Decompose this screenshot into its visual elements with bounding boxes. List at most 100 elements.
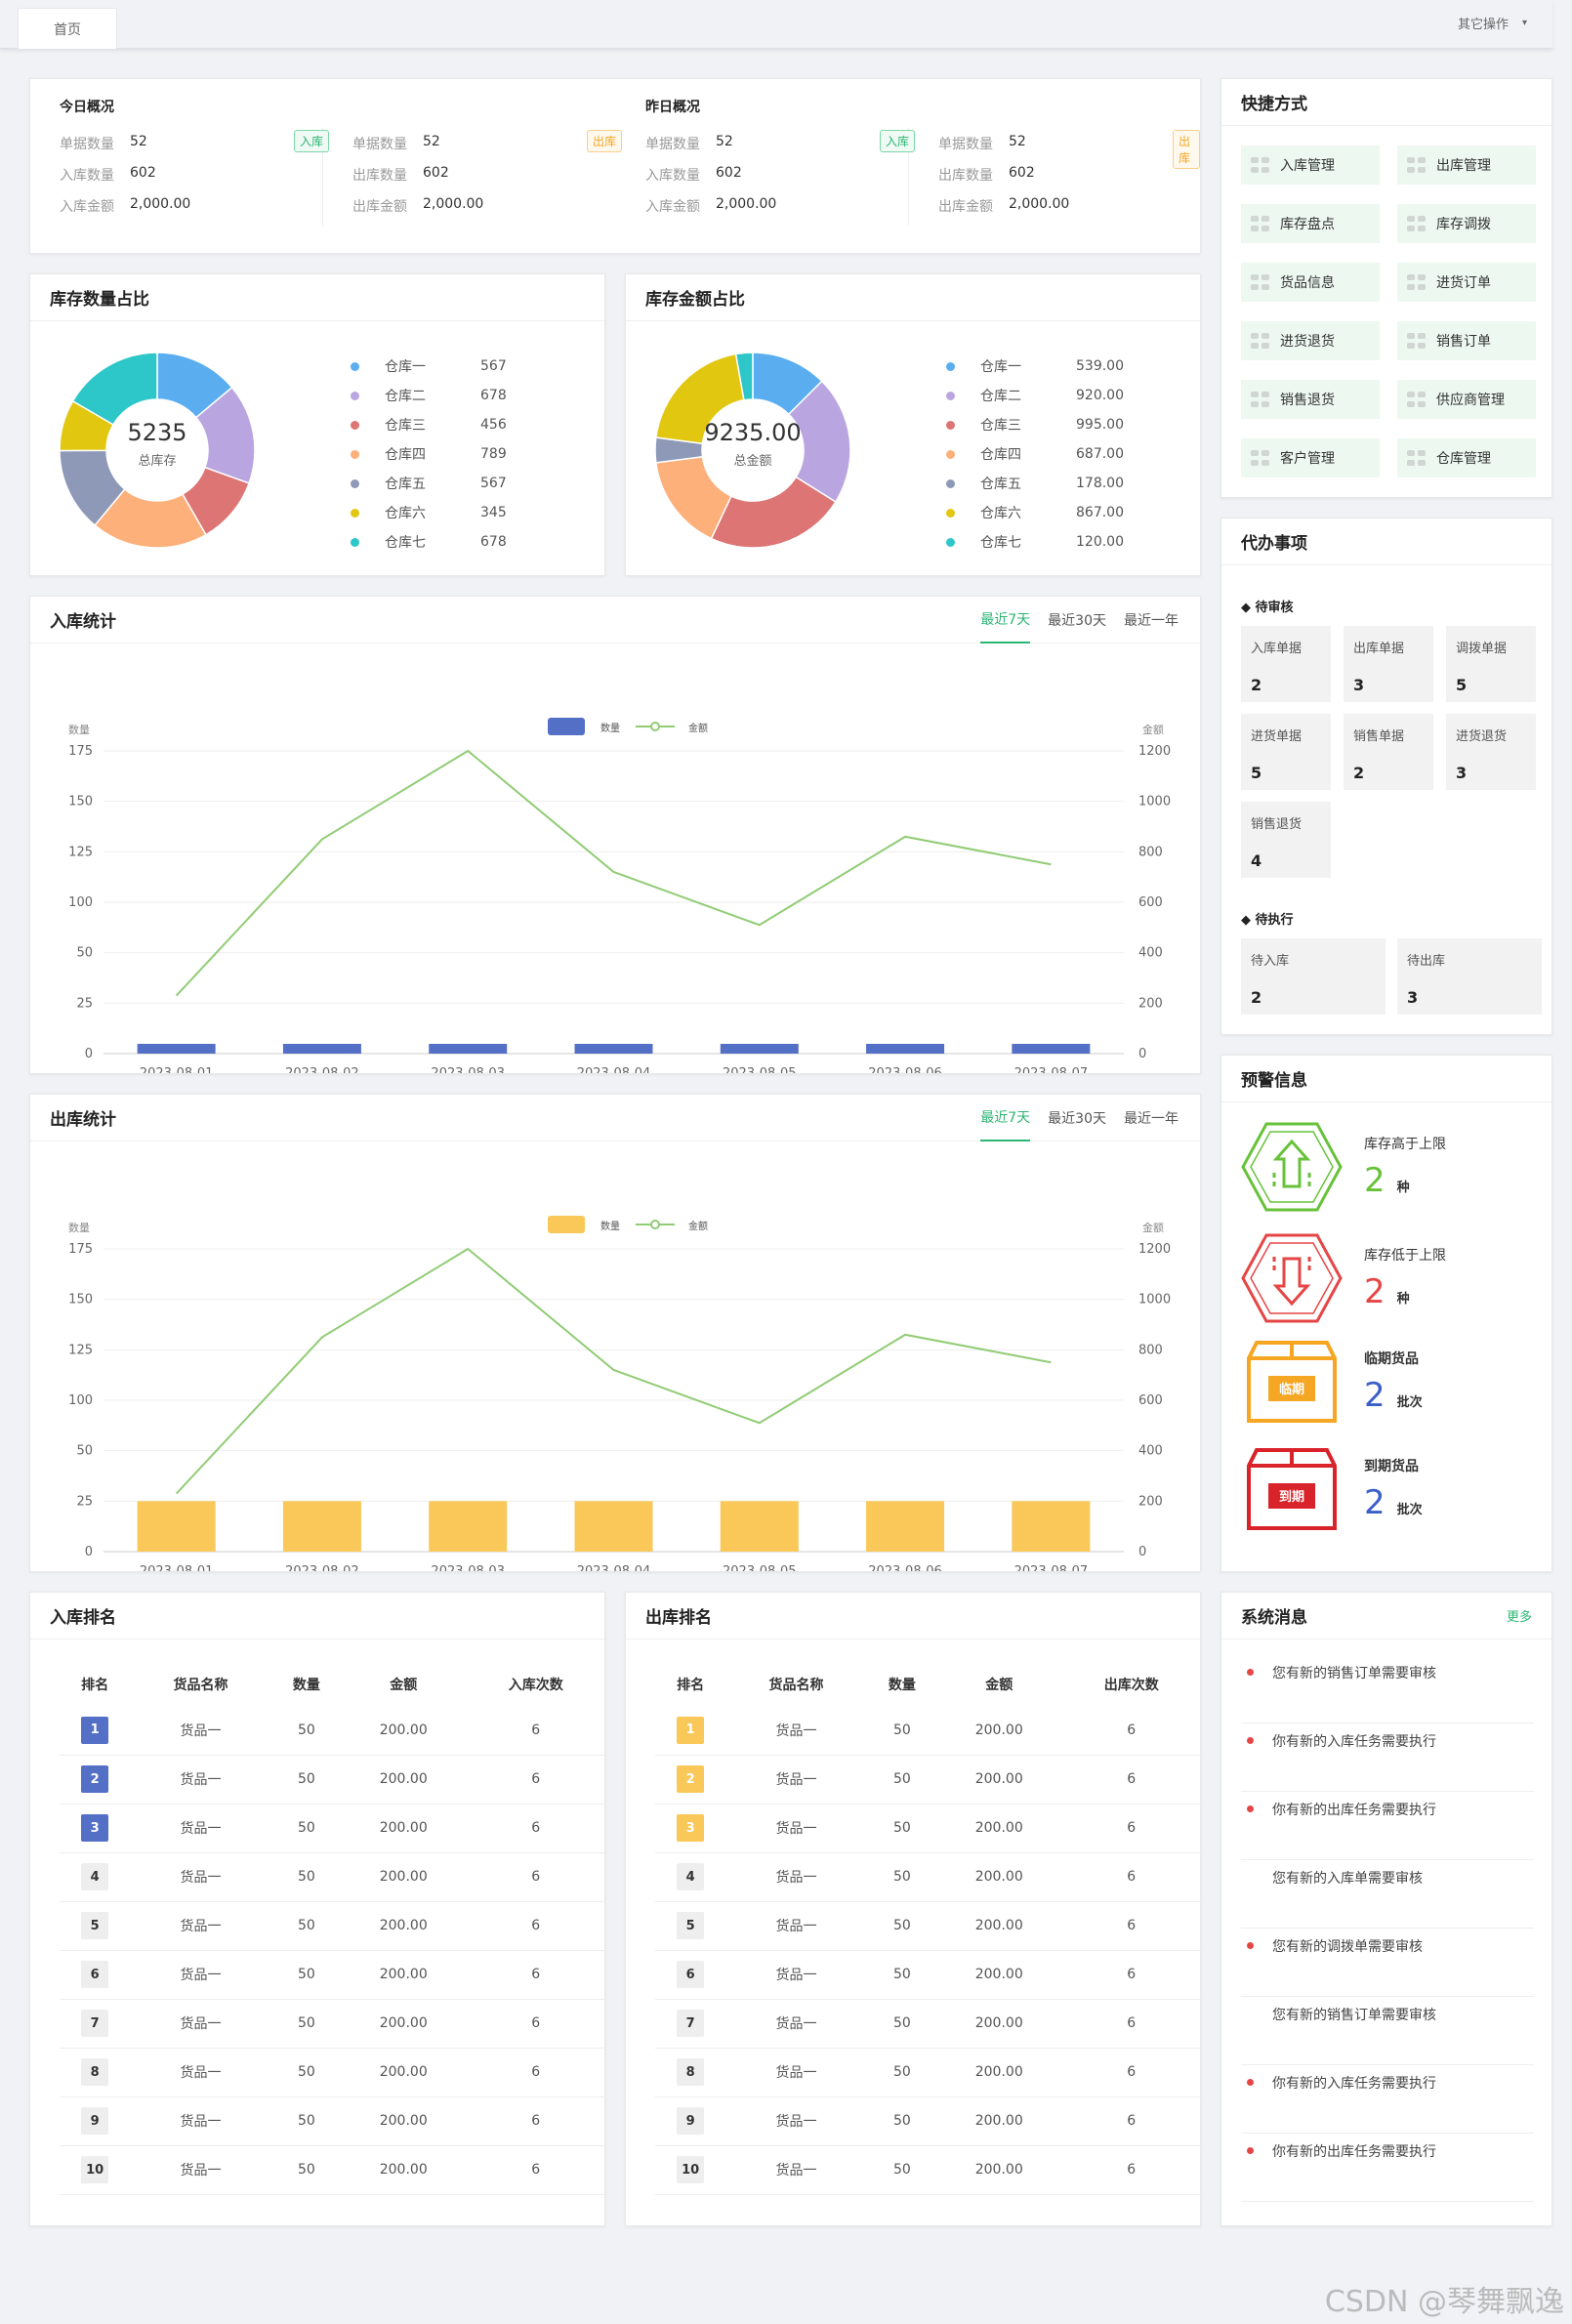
quick-access-button[interactable]: 进货订单 <box>1397 263 1536 302</box>
tab-last-30-days[interactable]: 最近30天 <box>1048 1111 1106 1127</box>
warning-item-below-lower[interactable]: 库存低于上限 2 种 <box>1241 1231 1446 1325</box>
bar[interactable] <box>866 1044 945 1054</box>
donut-slice[interactable] <box>734 352 754 401</box>
legend-item[interactable]: 仓库六 867.00 <box>946 498 1124 527</box>
message-item[interactable]: 你有新的入库任务需要执行 <box>1241 2065 1534 2134</box>
table-row[interactable]: 4 货品一 50 200.00 6 <box>655 1852 1202 1902</box>
table-row[interactable]: 5 货品一 50 200.00 6 <box>655 1901 1202 1951</box>
bar[interactable] <box>282 1501 361 1552</box>
todo-item[interactable]: 销售单据 2 <box>1344 714 1433 790</box>
table-row[interactable]: 7 货品一 50 200.00 6 <box>655 1999 1202 2049</box>
todo-exec-item[interactable]: 待出库 3 <box>1397 938 1542 1015</box>
bar[interactable] <box>574 1044 653 1054</box>
legend-item[interactable]: 仓库七 120.00 <box>946 527 1124 557</box>
todo-exec-item[interactable]: 待入库 2 <box>1241 938 1386 1015</box>
quick-access-button[interactable]: 入库管理 <box>1241 145 1380 185</box>
legend-item[interactable]: 仓库二 678 <box>351 381 507 410</box>
bar[interactable] <box>574 1501 653 1552</box>
quick-access-button[interactable]: 库存盘点 <box>1241 204 1380 243</box>
table-row[interactable]: 3 货品一 50 200.00 6 <box>60 1804 606 1853</box>
table-row[interactable]: 10 货品一 50 200.00 6 <box>655 2145 1202 2195</box>
message-item[interactable]: 您有新的销售订单需要审核 <box>1241 1997 1534 2065</box>
legend-item[interactable]: 仓库六 345 <box>351 498 507 527</box>
legend-item[interactable]: 仓库二 920.00 <box>946 381 1124 410</box>
legend-item[interactable]: 仓库五 178.00 <box>946 469 1124 498</box>
donut-slice[interactable] <box>710 476 837 549</box>
table-row[interactable]: 6 货品一 50 200.00 6 <box>60 1950 606 2000</box>
bar[interactable] <box>429 1044 508 1054</box>
quick-access-button[interactable]: 销售退货 <box>1241 380 1380 419</box>
rank-badge: 10 <box>81 2156 109 2183</box>
warning-item-above-upper[interactable]: 库存高于上限 2 种 <box>1241 1120 1446 1214</box>
bar[interactable] <box>866 1501 945 1552</box>
legend-item[interactable]: 仓库一 567 <box>351 352 507 381</box>
bar[interactable] <box>429 1501 508 1552</box>
donut-slice[interactable] <box>71 352 158 426</box>
table-row[interactable]: 7 货品一 50 200.00 6 <box>60 1999 606 2049</box>
legend-item[interactable]: 仓库四 789 <box>351 439 507 469</box>
legend-item[interactable]: 仓库五 567 <box>351 469 507 498</box>
bar[interactable] <box>282 1044 361 1054</box>
todo-item[interactable]: 进货退货 3 <box>1446 714 1536 790</box>
legend-item[interactable]: 仓库一 539.00 <box>946 352 1124 381</box>
cell-text: 货品一 <box>775 1772 817 1788</box>
bar[interactable] <box>137 1501 216 1552</box>
warning-item-near-expiry[interactable]: 临期 临期货品 2 批次 <box>1241 1339 1423 1425</box>
table-row[interactable]: 9 货品一 50 200.00 6 <box>655 2096 1202 2146</box>
table-row[interactable]: 1 货品一 50 200.00 6 <box>60 1706 606 1756</box>
legend-item[interactable]: 仓库七 678 <box>351 527 507 557</box>
tab-last-year[interactable]: 最近一年 <box>1124 613 1179 629</box>
todo-item[interactable]: 进货单据 5 <box>1241 714 1331 790</box>
tab-last-7-days[interactable]: 最近7天 <box>980 1095 1031 1141</box>
tab-last-7-days[interactable]: 最近7天 <box>980 597 1031 643</box>
table-row[interactable]: 10 货品一 50 200.00 6 <box>60 2145 606 2195</box>
quick-access-button[interactable]: 仓库管理 <box>1397 438 1536 477</box>
tab-home[interactable]: 首页 <box>18 8 117 49</box>
todo-item[interactable]: 出库单据 3 <box>1344 626 1433 702</box>
table-cell: 6 <box>1060 1901 1202 1951</box>
quick-access-button[interactable]: 客户管理 <box>1241 438 1380 477</box>
todo-item[interactable]: 调拨单据 5 <box>1446 626 1536 702</box>
legend-item[interactable]: 仓库四 687.00 <box>946 439 1124 469</box>
tab-last-year[interactable]: 最近一年 <box>1124 1111 1179 1127</box>
bar[interactable] <box>720 1501 799 1552</box>
bar[interactable] <box>1012 1044 1091 1054</box>
table-row[interactable]: 2 货品一 50 200.00 6 <box>655 1755 1202 1805</box>
other-ops-dropdown[interactable]: 其它操作 ▾ <box>1458 14 1527 32</box>
message-item[interactable]: 您有新的销售订单需要审核 <box>1241 1655 1534 1723</box>
table-row[interactable]: 3 货品一 50 200.00 6 <box>655 1804 1202 1853</box>
donut-slice[interactable] <box>787 380 851 503</box>
quick-access-button[interactable]: 销售订单 <box>1397 321 1536 360</box>
quick-access-button[interactable]: 库存调拨 <box>1397 204 1536 243</box>
messages-more-link[interactable]: 更多 <box>1506 1610 1532 1625</box>
legend-item[interactable]: 仓库三 456 <box>351 410 507 439</box>
quick-access-button[interactable]: 出库管理 <box>1397 145 1536 185</box>
bar[interactable] <box>720 1044 799 1054</box>
legend-item[interactable]: 仓库三 995.00 <box>946 410 1124 439</box>
todo-item[interactable]: 销售退货 4 <box>1241 802 1331 878</box>
message-item[interactable]: 您有新的入库单需要审核 <box>1241 1860 1534 1929</box>
table-row[interactable]: 5 货品一 50 200.00 6 <box>60 1901 606 1951</box>
quick-access-button[interactable]: 进货退货 <box>1241 321 1380 360</box>
tab-last-30-days[interactable]: 最近30天 <box>1048 613 1106 629</box>
message-item[interactable]: 你有新的出库任务需要执行 <box>1241 1792 1534 1860</box>
table-row[interactable]: 6 货品一 50 200.00 6 <box>655 1950 1202 2000</box>
quick-access-button[interactable]: 货品信息 <box>1241 263 1380 302</box>
bar[interactable] <box>137 1044 216 1054</box>
table-row[interactable]: 8 货品一 50 200.00 6 <box>655 2048 1202 2097</box>
quick-access-button[interactable]: 供应商管理 <box>1397 380 1536 419</box>
table-cell: 200.00 <box>937 1852 1061 1902</box>
table-row[interactable]: 4 货品一 50 200.00 6 <box>60 1852 606 1902</box>
todo-item[interactable]: 入库单据 2 <box>1241 626 1331 702</box>
table-row[interactable]: 2 货品一 50 200.00 6 <box>60 1755 606 1805</box>
bar[interactable] <box>1012 1501 1091 1552</box>
donut-slice[interactable] <box>655 353 745 445</box>
table-row[interactable]: 8 货品一 50 200.00 6 <box>60 2048 606 2097</box>
table-row[interactable]: 1 货品一 50 200.00 6 <box>655 1706 1202 1756</box>
message-item[interactable]: 你有新的出库任务需要执行 <box>1241 2134 1534 2202</box>
overview-key: 入库数量 <box>645 168 700 184</box>
message-item[interactable]: 你有新的入库任务需要执行 <box>1241 1723 1534 1792</box>
table-row[interactable]: 9 货品一 50 200.00 6 <box>60 2096 606 2146</box>
message-item[interactable]: 您有新的调拨单需要审核 <box>1241 1929 1534 1997</box>
warning-item-expired[interactable]: 到期 到期货品 2 批次 <box>1241 1446 1423 1532</box>
